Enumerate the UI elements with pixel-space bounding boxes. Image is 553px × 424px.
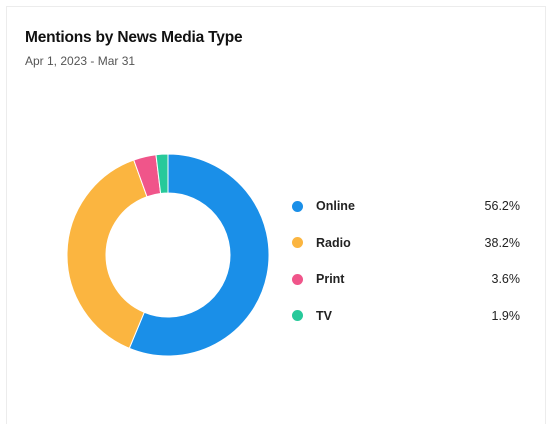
legend-item-online[interactable]: Online 56.2% [292,188,532,225]
legend-value: 1.9% [491,308,521,323]
legend-swatch [292,237,303,249]
legend-label: Radio [316,235,351,250]
legend-swatch [292,273,303,285]
chart-legend: Online 56.2% Radio 38.2% Print 3.6% TV 1.9% [292,188,532,334]
legend-item-print[interactable]: Print 3.6% [292,261,532,298]
donut-slice-radio[interactable] [66,159,148,349]
legend-item-tv[interactable]: TV 1.9% [292,298,532,335]
chart-date-range: Apr 1, 2023 - Mar 31 [25,54,136,68]
donut-slice-online[interactable] [128,153,270,357]
chart-title: Mentions by News Media Type [25,29,243,46]
legend-value: 56.2% [484,199,520,214]
legend-swatch [292,200,303,212]
legend-swatch [292,310,303,322]
legend-item-radio[interactable]: Radio 38.2% [292,225,532,262]
donut-slice-tv[interactable] [155,153,169,194]
legend-value: 3.6% [491,272,521,287]
legend-label: Print [316,272,345,287]
legend-value: 38.2% [484,235,520,250]
legend-label: TV [316,308,332,323]
legend-label: Online [316,199,355,214]
